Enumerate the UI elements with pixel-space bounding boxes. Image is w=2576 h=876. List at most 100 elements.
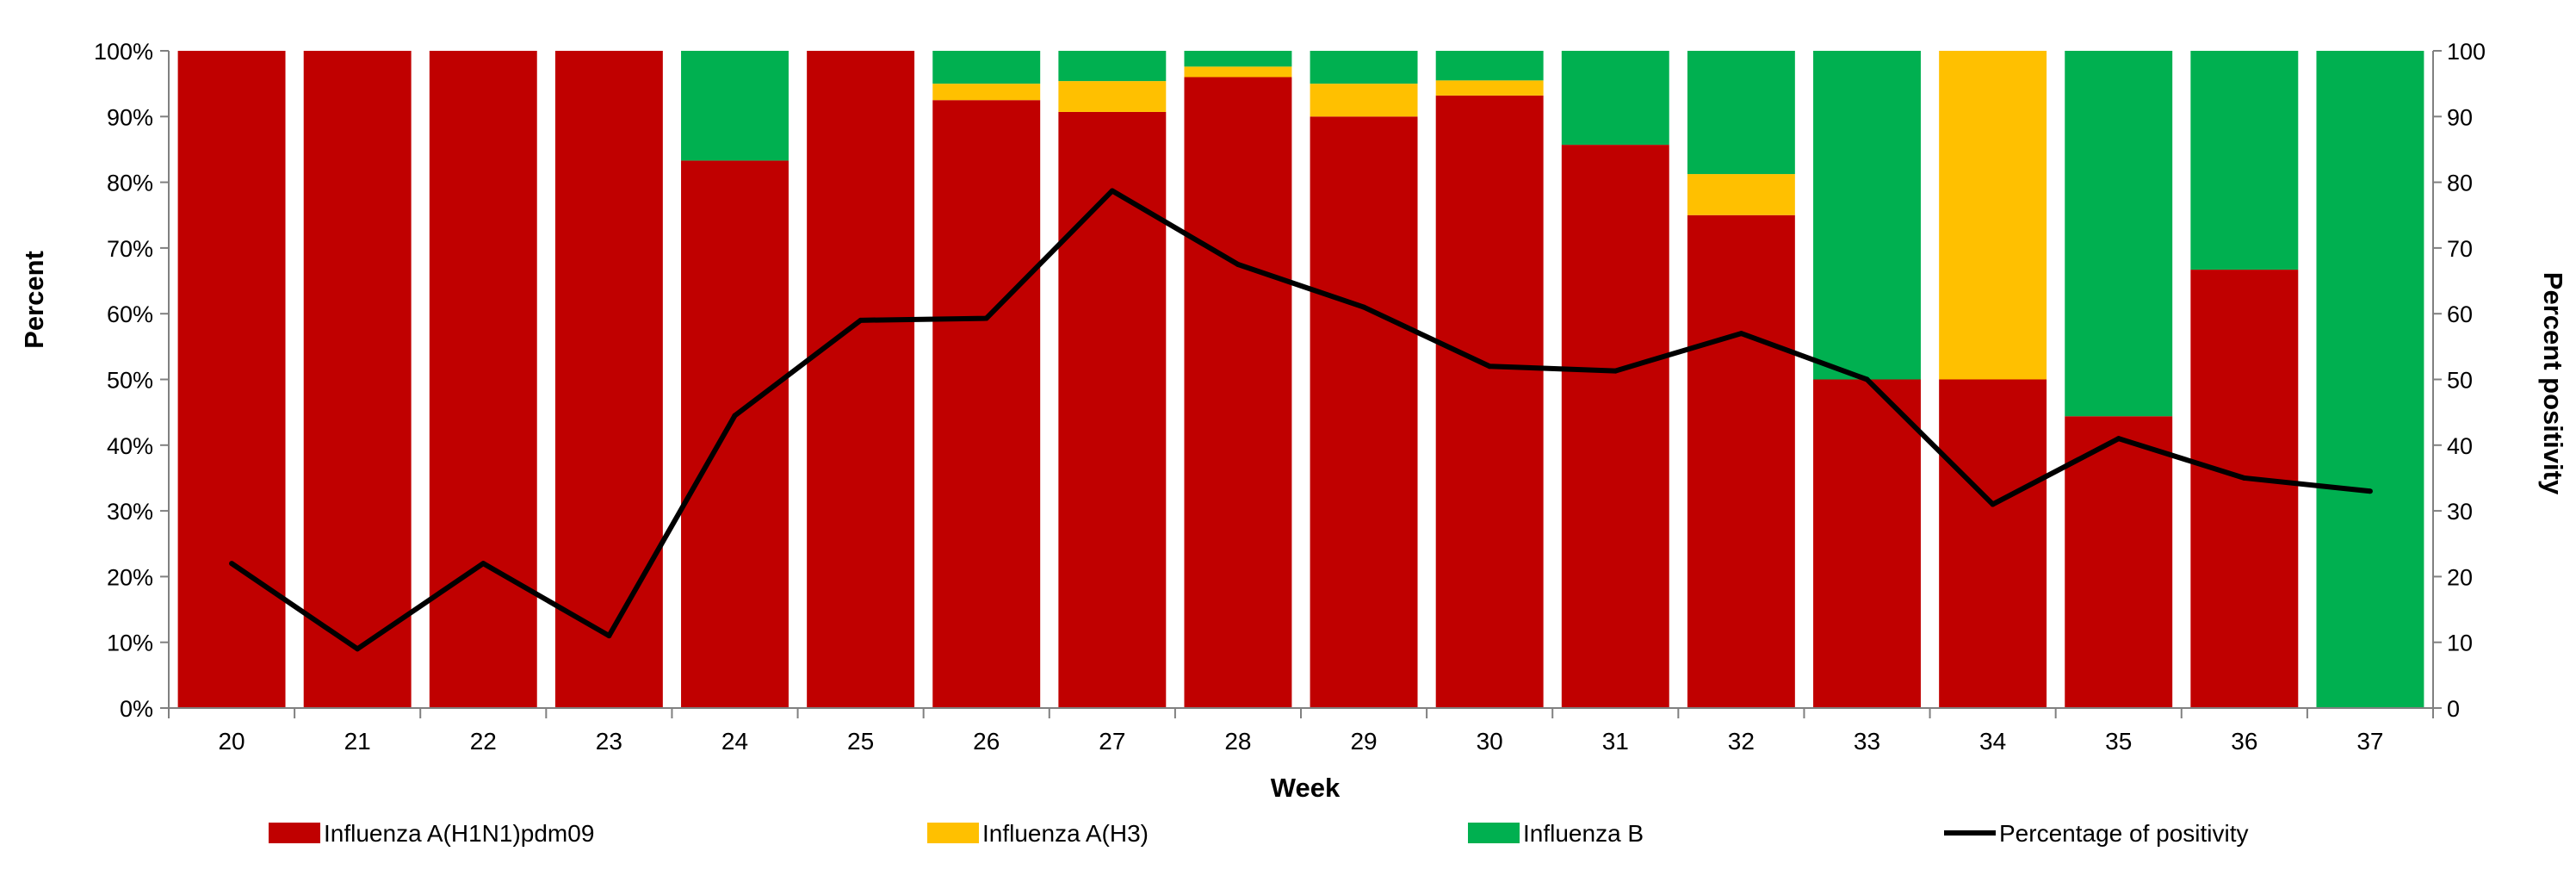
legend-influenza-b-label: Influenza B <box>1523 820 1644 847</box>
y-tick-label: 60% <box>107 301 153 327</box>
x-tick-label: 26 <box>973 728 1000 755</box>
positivity-line <box>230 188 2371 652</box>
bar-week-20-series-1 <box>177 51 286 708</box>
bar-week-24-series-1 <box>681 160 789 708</box>
y-tick-label: 70% <box>107 236 153 262</box>
y-tick-label: 100% <box>94 39 153 65</box>
bar-week-24-series-3 <box>681 51 789 161</box>
legend-h1n1-swatch <box>269 823 320 843</box>
bar-week-33-series-1 <box>1813 379 1921 708</box>
bar-week-35-series-3 <box>2065 51 2173 417</box>
y2-tick-label: 10 <box>2447 631 2473 656</box>
positivity-point-week-34 <box>1990 501 1996 507</box>
positivity-point-week-26 <box>983 315 989 321</box>
x-tick-label: 37 <box>2356 728 2383 755</box>
axes <box>160 50 2442 718</box>
bar-week-36-series-3 <box>2190 51 2299 270</box>
positivity-point-week-21 <box>355 646 361 652</box>
y-tick-label: 0% <box>120 696 153 722</box>
y-axis-title: Percent <box>19 251 49 349</box>
x-tick-label: 32 <box>1728 728 1755 755</box>
x-tick-label: 21 <box>344 728 371 755</box>
x-tick-label: 35 <box>2105 728 2132 755</box>
bar-week-26-series-2 <box>932 84 1041 101</box>
bar-week-27-series-3 <box>1058 51 1167 82</box>
x-tick-label: 23 <box>596 728 622 755</box>
y2-tick-label: 50 <box>2447 368 2473 394</box>
legend-h3-swatch <box>927 823 979 843</box>
bar-week-28-series-2 <box>1184 66 1292 78</box>
y2-tick-label: 80 <box>2447 171 2473 196</box>
positivity-point-week-32 <box>1738 331 1744 337</box>
bar-week-30-series-2 <box>1435 80 1544 96</box>
x-tick-label: 33 <box>1854 728 1880 755</box>
positivity-point-week-23 <box>606 633 612 639</box>
bar-week-31-series-3 <box>1561 51 1669 146</box>
positivity-point-week-37 <box>2367 488 2373 494</box>
legend: Influenza A(H1N1)pdm09 Influenza A(H3) Inf… <box>269 820 2249 847</box>
y2-tick-label: 20 <box>2447 564 2473 590</box>
y2-tick-label: 40 <box>2447 433 2473 459</box>
positivity-point-week-35 <box>2115 436 2121 442</box>
legend-positivity-label: Percentage of positivity <box>1999 820 2249 847</box>
positivity-point-week-20 <box>229 561 235 567</box>
tick-labels: 0% 10% 20% 30% 40% 50% 60% 70% 80% 90% 100% 0 10 20 30… <box>94 39 2486 755</box>
positivity-line-layer <box>229 188 2373 652</box>
x-tick-label: 36 <box>2231 728 2257 755</box>
legend-h1n1-label: Influenza A(H1N1)pdm09 <box>324 820 594 847</box>
bar-week-34-series-2 <box>1939 51 2047 380</box>
x-tick-label: 22 <box>470 728 497 755</box>
x-tick-label: 25 <box>847 728 874 755</box>
y-tick-label: 80% <box>107 171 153 196</box>
bar-week-36-series-1 <box>2190 270 2299 708</box>
bar-week-29-series-1 <box>1310 116 1418 709</box>
bar-week-26-series-1 <box>932 100 1041 709</box>
x-tick-label: 29 <box>1350 728 1377 755</box>
legend-h3-label: Influenza A(H3) <box>982 820 1149 847</box>
legend-influenza-b-swatch <box>1468 823 1520 843</box>
x-axis-title: Week <box>1271 773 1341 803</box>
bar-week-32-series-2 <box>1687 174 1795 215</box>
bar-week-37-series-3 <box>2316 51 2424 708</box>
y2-tick-label: 0 <box>2447 696 2460 722</box>
bar-week-23-series-1 <box>554 51 663 708</box>
bar-week-27-series-1 <box>1058 111 1167 709</box>
y-tick-label: 20% <box>107 564 153 590</box>
positivity-point-week-31 <box>1613 368 1619 374</box>
x-tick-label: 27 <box>1099 728 1125 755</box>
positivity-point-week-29 <box>1361 304 1367 310</box>
bar-week-25-series-1 <box>807 51 915 708</box>
positivity-point-week-22 <box>480 561 486 567</box>
y2-axis-title: Percent positivity <box>2538 272 2568 495</box>
bar-week-27-series-2 <box>1058 81 1167 112</box>
bar-week-30-series-3 <box>1435 51 1544 81</box>
bar-week-26-series-3 <box>932 51 1041 84</box>
bar-week-21-series-1 <box>303 51 412 708</box>
bar-week-28-series-3 <box>1184 51 1292 67</box>
positivity-point-week-30 <box>1487 363 1493 370</box>
bar-week-28-series-1 <box>1184 77 1292 708</box>
positivity-point-week-24 <box>732 413 738 419</box>
y-tick-label: 10% <box>107 631 153 656</box>
positivity-point-week-36 <box>2241 475 2247 481</box>
y-tick-label: 30% <box>107 499 153 525</box>
bar-week-34-series-1 <box>1939 379 2047 708</box>
bar-week-30-series-1 <box>1435 95 1544 708</box>
y-tick-label: 50% <box>107 368 153 394</box>
y-tick-label: 90% <box>107 104 153 130</box>
x-tick-label: 34 <box>1979 728 2006 755</box>
bar-week-35-series-1 <box>2065 416 2173 708</box>
bar-week-31-series-1 <box>1561 145 1669 708</box>
x-tick-label: 20 <box>218 728 245 755</box>
positivity-point-week-25 <box>858 317 864 323</box>
bar-week-29-series-3 <box>1310 51 1418 84</box>
bar-week-29-series-2 <box>1310 84 1418 117</box>
y-tick-label: 40% <box>107 433 153 459</box>
positivity-point-week-28 <box>1235 261 1241 267</box>
y2-tick-label: 100 <box>2447 39 2486 65</box>
y2-tick-label: 60 <box>2447 301 2473 327</box>
positivity-point-week-33 <box>1864 376 1870 382</box>
y2-tick-label: 90 <box>2447 104 2473 130</box>
bar-week-32-series-1 <box>1687 214 1795 708</box>
